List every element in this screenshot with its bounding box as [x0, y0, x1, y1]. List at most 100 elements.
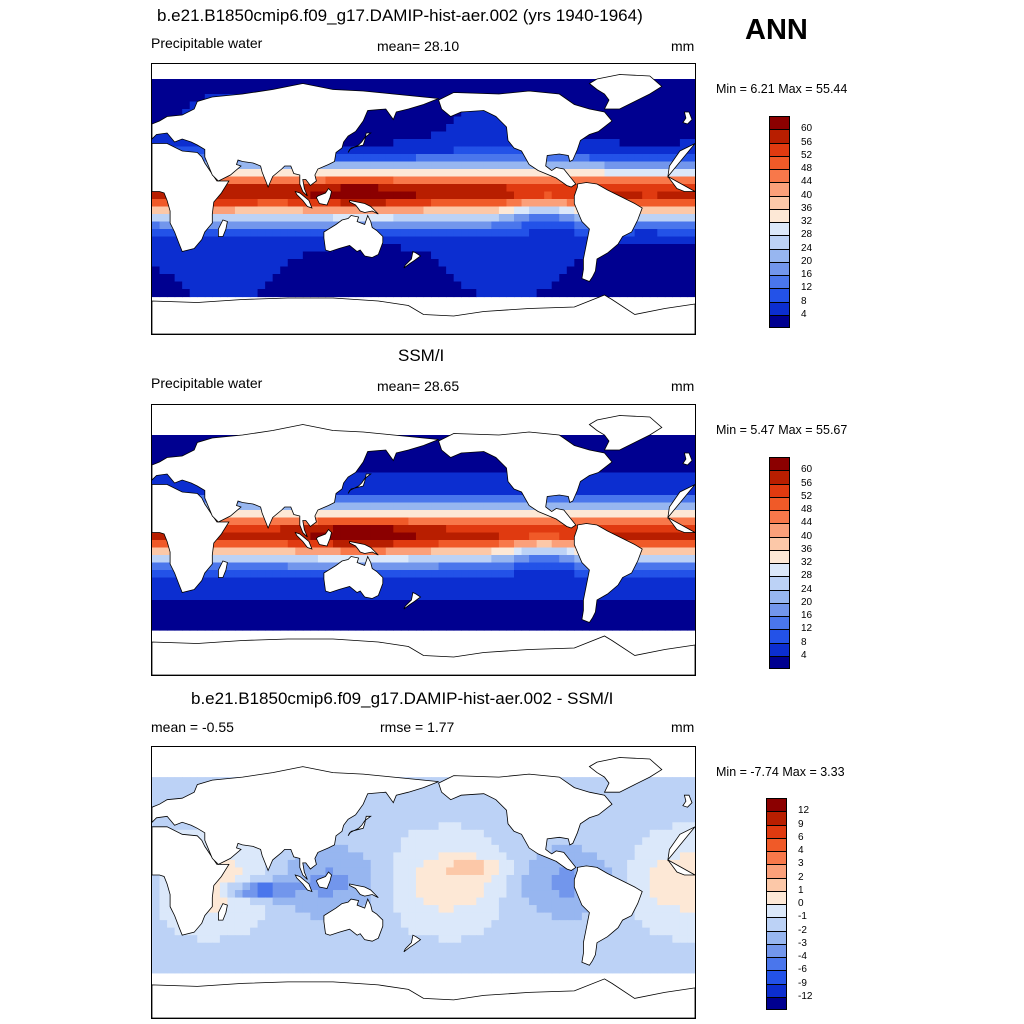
map-cell — [514, 161, 523, 170]
map-cell — [415, 109, 425, 118]
map-cell — [453, 191, 462, 200]
map-cell — [521, 176, 530, 185]
map-cell — [559, 495, 568, 504]
map-cell — [446, 281, 455, 290]
map-cell — [370, 191, 379, 200]
map-cell — [159, 79, 168, 88]
map-cell — [400, 814, 410, 823]
map-cell — [431, 266, 440, 275]
map-cell — [257, 191, 266, 200]
map-cell — [265, 585, 274, 594]
map-cell — [204, 259, 213, 268]
map-cell — [596, 146, 606, 155]
colorbar-tick-label: 44 — [801, 517, 813, 529]
map-cell — [204, 229, 213, 238]
map-cell — [596, 289, 606, 298]
colorbar-tick-label: 44 — [801, 176, 813, 188]
map-cell — [514, 600, 523, 609]
map-cell — [408, 472, 417, 481]
map-cell — [491, 259, 500, 268]
map-cell — [423, 131, 432, 140]
map-cell — [325, 607, 334, 616]
map-cell — [619, 807, 628, 816]
map-cell — [687, 615, 695, 624]
map-cell — [242, 607, 251, 616]
map-cell — [423, 792, 432, 801]
map-cell — [589, 442, 598, 451]
map-cell — [566, 191, 575, 200]
map-cell — [657, 146, 666, 155]
map-cell — [446, 199, 455, 208]
map-cell — [514, 852, 523, 861]
map-cell — [544, 161, 553, 170]
map-cell — [468, 867, 477, 876]
map-cell — [476, 607, 485, 616]
map-cell — [152, 244, 161, 253]
map-cell — [415, 814, 425, 823]
map-cell — [498, 146, 508, 155]
map-cell — [393, 86, 402, 95]
map-cell — [219, 532, 229, 541]
map-cell — [333, 600, 342, 609]
map-cell — [649, 600, 658, 609]
map-cell — [453, 274, 462, 283]
map-cell — [355, 622, 364, 631]
map-cell — [551, 562, 560, 571]
map-cell — [197, 244, 206, 253]
map-cell — [634, 792, 643, 801]
map-cell — [536, 259, 545, 268]
map-cell — [468, 214, 477, 223]
map-cell — [559, 191, 568, 200]
map-cell — [544, 184, 553, 193]
map-cell — [491, 495, 500, 504]
map-cell — [544, 622, 553, 631]
map-cell — [612, 622, 621, 631]
map-cell — [657, 457, 666, 466]
map-cell — [468, 562, 477, 571]
map-cell — [642, 607, 651, 616]
map-cell — [415, 487, 425, 496]
map-cell — [506, 221, 515, 230]
map-cell — [521, 607, 530, 616]
map-cell — [453, 592, 462, 601]
colorbar-swatch — [769, 301, 790, 315]
map-cell — [664, 450, 673, 459]
map-cell — [461, 274, 470, 283]
map-cell — [529, 570, 538, 579]
map-cell — [559, 532, 568, 541]
map-cell — [461, 139, 470, 148]
map-cell — [415, 585, 425, 594]
map-cell — [302, 259, 311, 268]
map-cell — [415, 221, 425, 230]
map-cell — [461, 131, 470, 140]
map-cell — [408, 859, 417, 869]
colorbar-tick-label: 32 — [801, 557, 813, 568]
map-cell — [370, 502, 379, 511]
map-cell — [423, 807, 432, 816]
map-cell — [687, 176, 695, 185]
map-cell — [423, 274, 432, 283]
map-cell — [408, 259, 417, 268]
map-cell — [649, 259, 658, 268]
map-cell — [446, 540, 455, 549]
map-cell — [649, 94, 658, 103]
map-cell — [574, 146, 583, 155]
map-cell — [627, 161, 636, 170]
map-cell — [596, 274, 606, 283]
map-cell — [612, 517, 621, 526]
map-cell — [536, 532, 545, 541]
map-cell — [483, 585, 492, 594]
map-cell — [393, 146, 402, 155]
map-cell — [544, 251, 553, 260]
map-cell — [333, 532, 342, 541]
map-cell — [574, 562, 583, 571]
map-cell — [461, 191, 470, 200]
map-cell — [378, 792, 387, 801]
map-cell — [423, 116, 432, 125]
map-cell — [574, 94, 583, 103]
map-cell — [385, 502, 394, 511]
panel-mean-label-obs: mean= 28.65 — [377, 378, 460, 394]
map-cell — [483, 289, 492, 298]
map-cell — [325, 281, 334, 290]
map-cell — [431, 191, 440, 200]
